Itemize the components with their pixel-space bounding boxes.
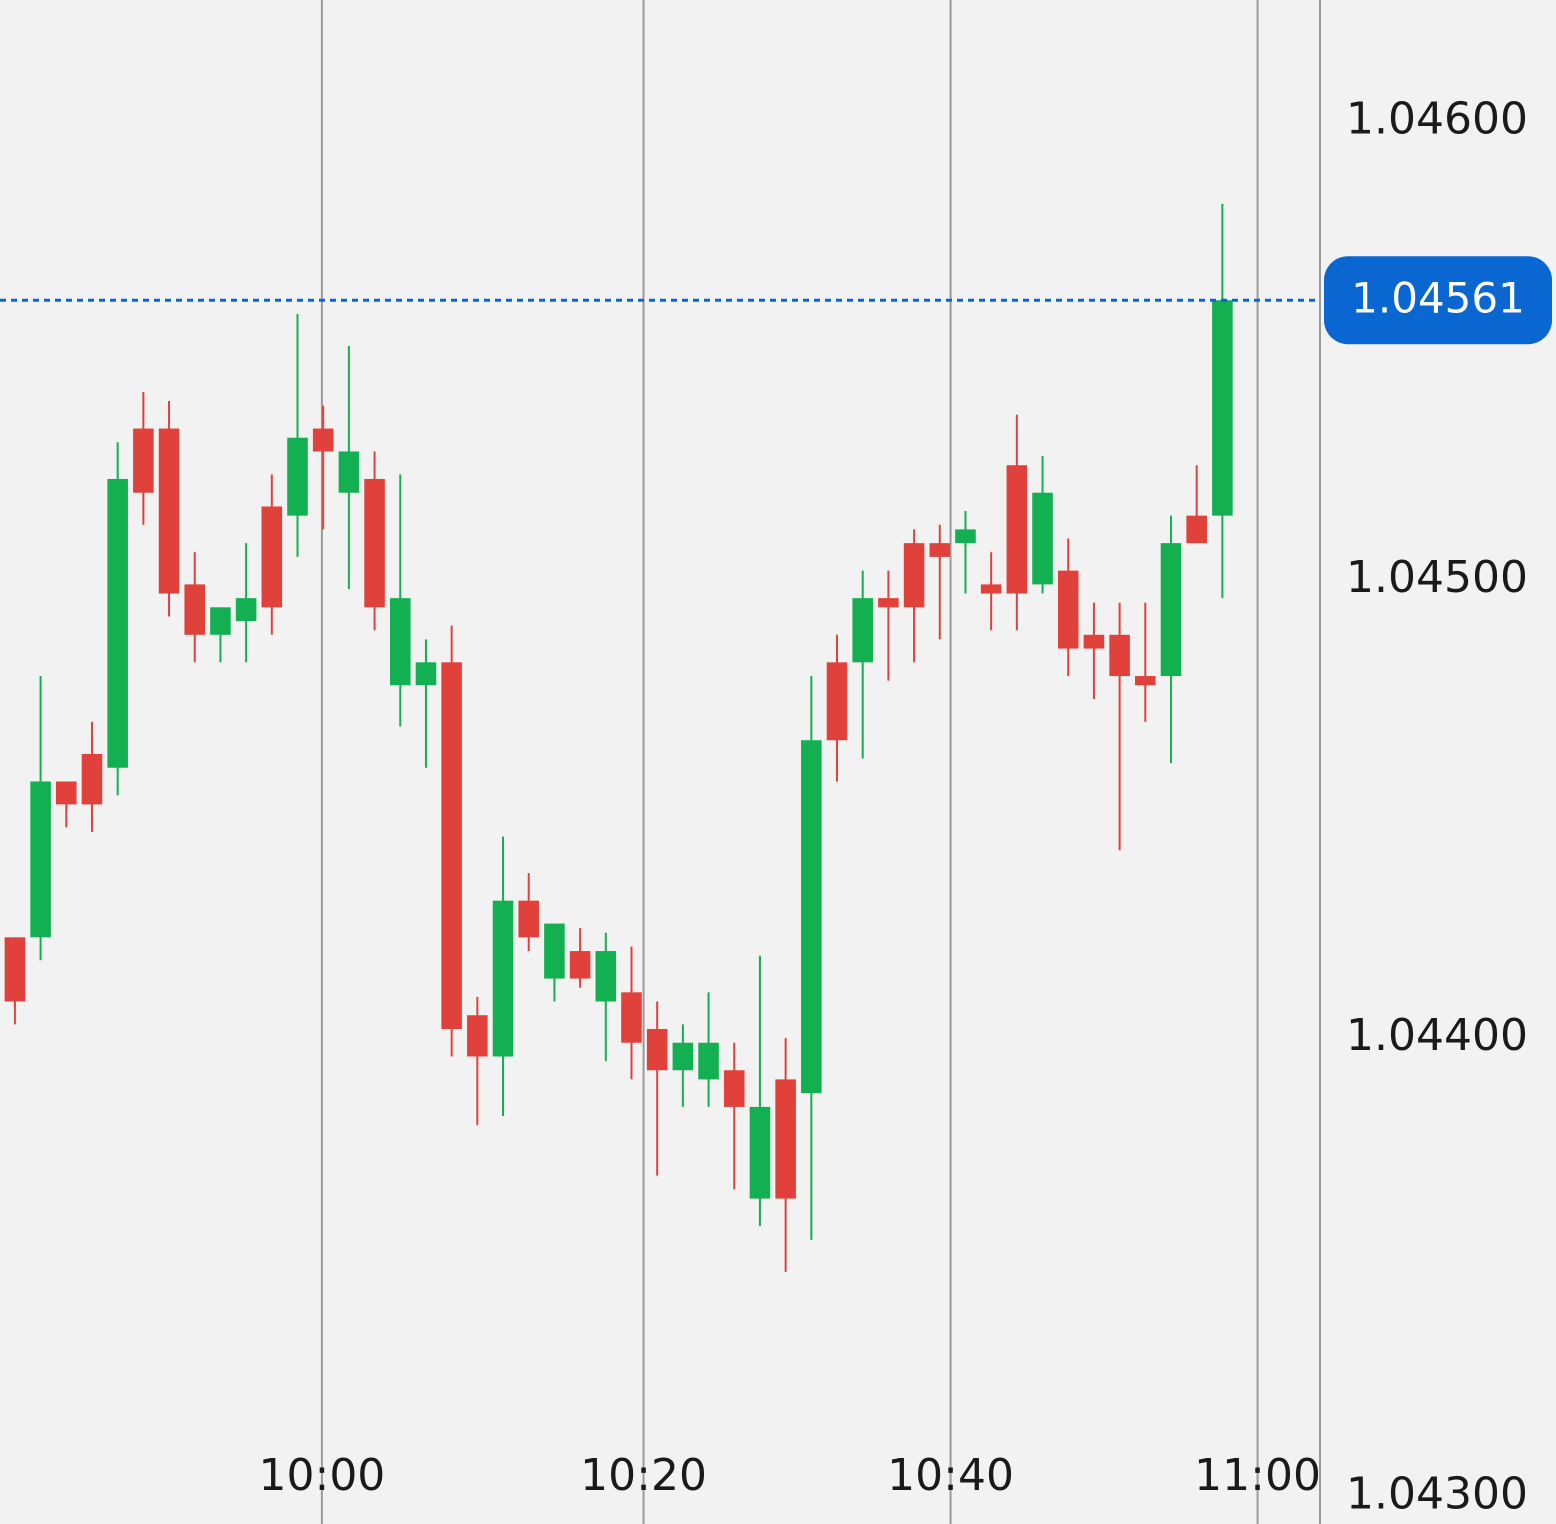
candle-body	[980, 584, 1002, 594]
candle-body	[903, 543, 925, 608]
candle-body	[4, 937, 26, 1002]
candle-body	[1057, 570, 1079, 649]
candle-body	[133, 428, 154, 493]
candle-body	[312, 428, 334, 452]
candle-body	[287, 437, 308, 516]
candle-body	[81, 753, 103, 805]
candle-body	[878, 598, 899, 608]
candle-body	[210, 607, 231, 635]
y-tick-label: 1.04600	[1346, 93, 1528, 144]
candle-body	[544, 923, 565, 979]
candle-body	[492, 900, 514, 1057]
candle-body	[723, 1070, 745, 1107]
candle-body	[389, 598, 411, 686]
candle-body	[929, 543, 951, 557]
candle-body	[158, 428, 180, 594]
candle-body	[1186, 515, 1207, 544]
x-tick-label: 10:20	[580, 1450, 707, 1501]
candle-body	[107, 478, 128, 768]
candle-body	[569, 951, 591, 979]
y-tick-label: 1.04400	[1346, 1010, 1528, 1061]
candle-body	[646, 1028, 668, 1071]
candle-body	[775, 1079, 796, 1199]
candle-body	[235, 598, 257, 622]
candle-body	[698, 1042, 719, 1080]
x-tick-label: 10:00	[259, 1450, 386, 1501]
candle-body	[1083, 634, 1105, 649]
candle-body	[56, 781, 77, 805]
candle-body	[415, 662, 437, 686]
candle-body	[826, 662, 848, 741]
candle-body	[955, 529, 976, 544]
candle-body	[749, 1106, 771, 1199]
last-price-label: 1.04561	[1351, 274, 1525, 323]
last-price-badge	[1324, 256, 1552, 345]
candle-body	[1212, 300, 1233, 516]
candle-body	[30, 781, 51, 938]
x-tick-label: 11:00	[1194, 1450, 1321, 1501]
candle-body	[261, 506, 283, 608]
candle-body	[1032, 492, 1053, 585]
candle-body	[1006, 465, 1028, 594]
candle-body	[672, 1042, 694, 1071]
candle-body	[338, 451, 360, 493]
candle-body	[184, 584, 206, 635]
candle-body	[1109, 634, 1130, 677]
candle-body	[441, 662, 462, 1029]
candle-body	[467, 1015, 488, 1057]
y-tick-label: 1.04300	[1346, 1468, 1528, 1519]
candle-body	[364, 478, 385, 608]
candle-body	[518, 900, 539, 938]
candle-body	[1135, 676, 1156, 686]
candle-body	[595, 951, 617, 1002]
y-tick-label: 1.04500	[1346, 552, 1528, 603]
candle-body	[801, 740, 822, 1094]
candle-body	[621, 992, 642, 1043]
candle-body	[852, 598, 873, 663]
x-tick-label: 10:40	[887, 1450, 1014, 1501]
candle-body	[1160, 543, 1182, 677]
